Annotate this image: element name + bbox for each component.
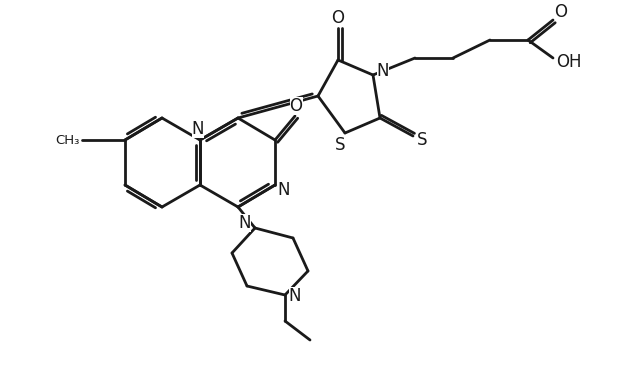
- Text: N: N: [192, 120, 204, 138]
- Text: O: O: [289, 97, 303, 115]
- Text: S: S: [335, 136, 345, 154]
- Text: N: N: [377, 62, 389, 80]
- Text: N: N: [289, 287, 301, 305]
- Text: CH₃: CH₃: [56, 134, 80, 146]
- Text: N: N: [239, 214, 252, 232]
- Text: N: N: [278, 181, 291, 199]
- Text: O: O: [332, 9, 344, 27]
- Text: S: S: [417, 131, 428, 149]
- Text: OH: OH: [556, 53, 582, 71]
- Text: O: O: [554, 3, 568, 21]
